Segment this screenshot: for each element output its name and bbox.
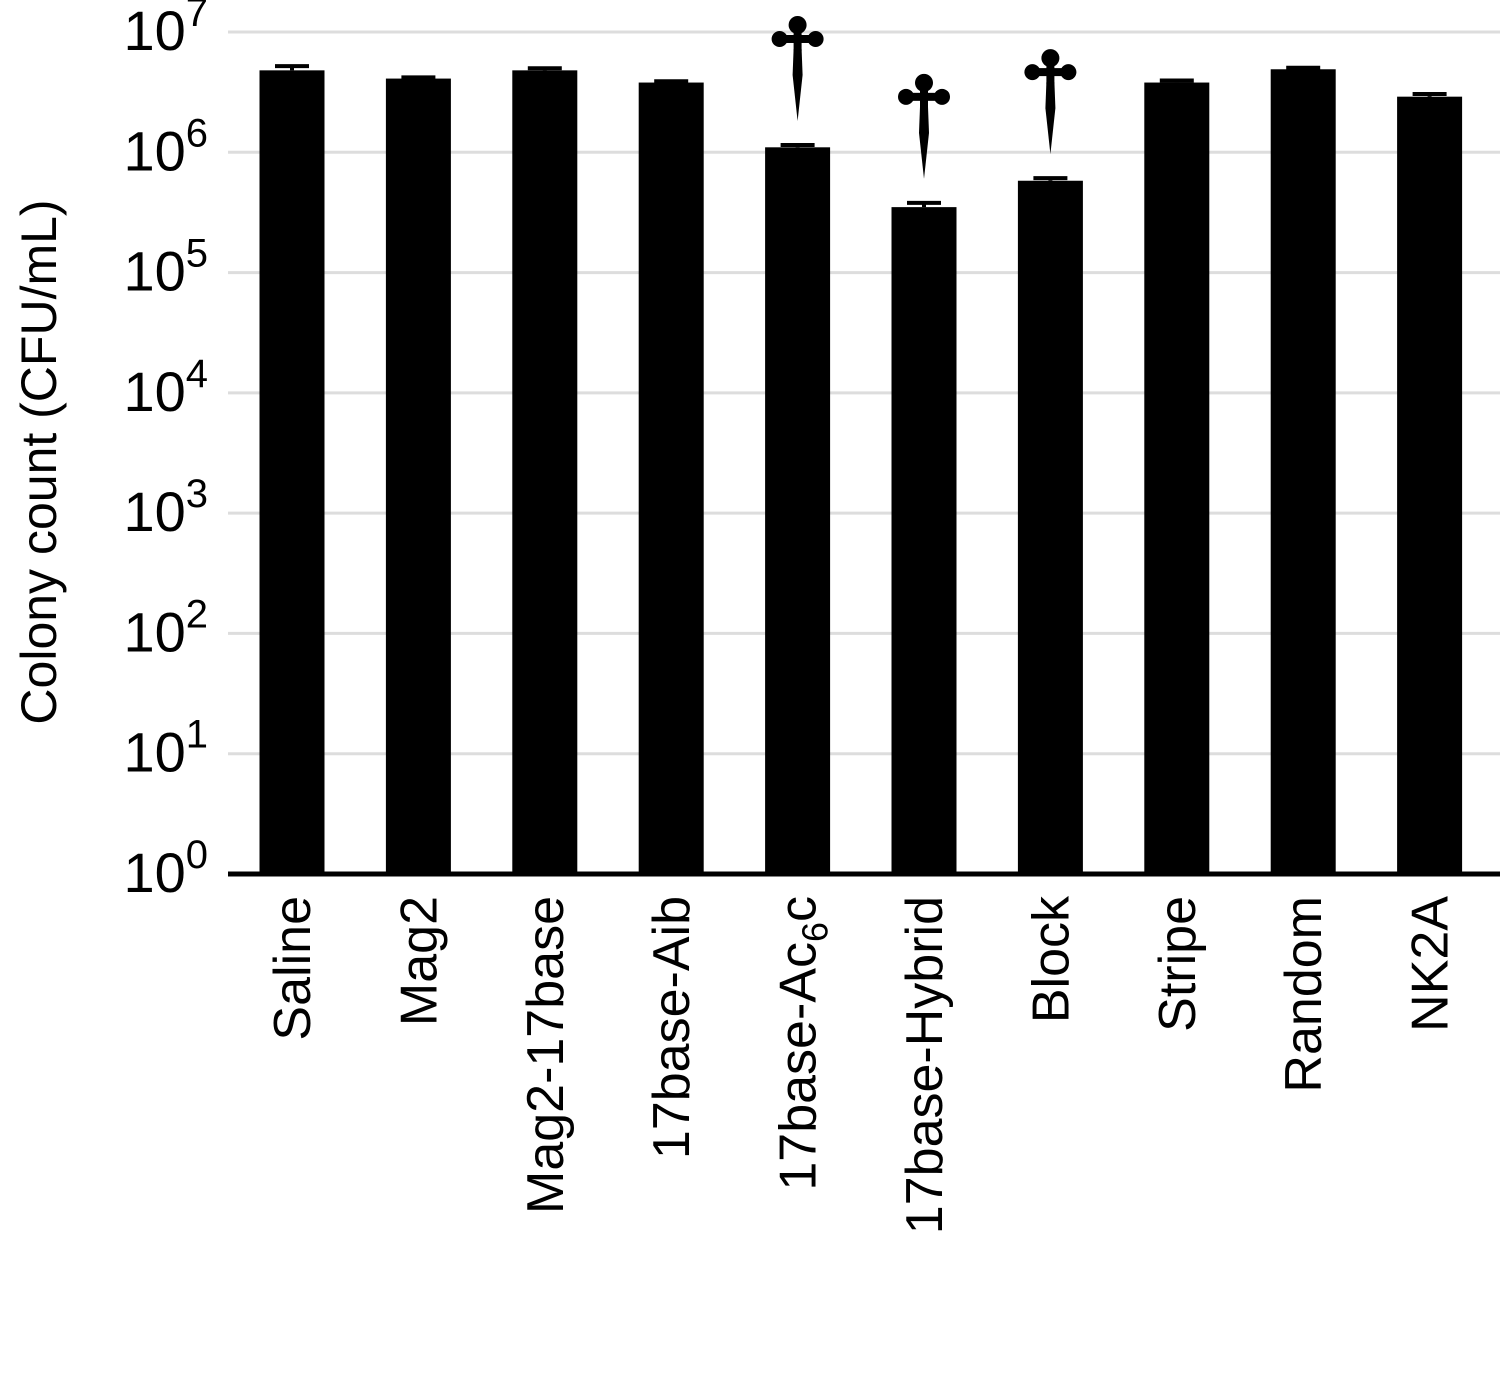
y-tick-label: 104	[123, 352, 208, 423]
bar	[765, 147, 831, 874]
y-tick-label: 105	[123, 232, 208, 303]
x-tick-label: NK2A	[1402, 896, 1460, 1032]
bar	[1017, 180, 1083, 874]
significance-dagger	[1024, 49, 1077, 155]
bar	[891, 207, 957, 874]
error-bars	[275, 64, 1447, 208]
significance-markers	[771, 15, 1077, 179]
bar	[1144, 82, 1210, 875]
y-tick-label: 102	[123, 592, 208, 663]
x-tick-label: Mag2-17base	[517, 896, 575, 1214]
bar	[638, 82, 704, 875]
bar	[259, 70, 325, 875]
x-tick-label: Block	[1022, 895, 1080, 1023]
y-tick-label: 103	[123, 472, 208, 543]
significance-dagger	[771, 15, 824, 121]
x-tick-label: 17base-Hybrid	[896, 896, 954, 1234]
x-tick-label: Saline	[264, 896, 322, 1041]
y-tick-label: 101	[123, 713, 208, 784]
y-axis-label: Colony count (CFU/mL)	[11, 199, 67, 724]
y-tick-label: 100	[123, 833, 208, 904]
y-tick-labels: 100 101 102 103 104 105 106 107	[123, 0, 208, 904]
y-tick-label: 107	[123, 0, 208, 62]
significance-dagger	[898, 73, 950, 179]
x-tick-label: 17base-Ac6c	[770, 896, 836, 1191]
x-tick-labels: Saline Mag2 Mag2-17base 17base-Aib 17base-Ac…	[264, 895, 1460, 1234]
x-tick-label: Random	[1275, 896, 1333, 1093]
x-tick-label: 17base-Aib	[643, 896, 701, 1159]
y-tick-label: 106	[123, 111, 208, 182]
bars	[259, 69, 1463, 875]
x-tick-label: Mag2	[390, 896, 448, 1026]
x-tick-label: Stripe	[1149, 896, 1207, 1032]
bar	[385, 78, 451, 875]
bar	[1397, 96, 1463, 875]
bar	[1270, 69, 1336, 874]
bar	[512, 70, 578, 875]
